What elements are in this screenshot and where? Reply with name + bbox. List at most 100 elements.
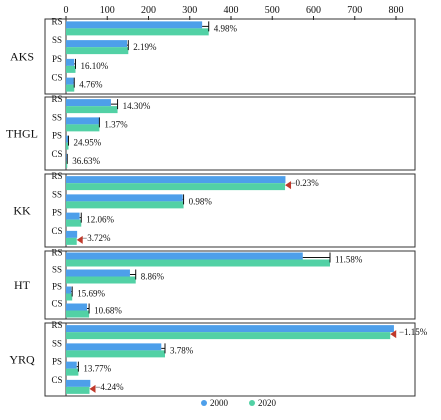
change-label: 11.58% bbox=[335, 255, 363, 265]
category-label: CS bbox=[51, 73, 62, 83]
category-label: PS bbox=[52, 357, 62, 367]
bar-2000 bbox=[66, 153, 67, 161]
category-label: RS bbox=[51, 94, 62, 104]
bar-2000 bbox=[66, 325, 394, 333]
change-label: 24.95% bbox=[73, 138, 101, 148]
bar-2000 bbox=[66, 379, 91, 387]
bar-2000 bbox=[66, 21, 203, 29]
bar-2000 bbox=[66, 343, 162, 351]
change-label: 16.10% bbox=[80, 61, 108, 71]
category-label: SS bbox=[52, 112, 62, 122]
x-tick-label: 200 bbox=[141, 5, 156, 16]
change-label: 1.37% bbox=[104, 119, 128, 129]
bar-2000 bbox=[66, 303, 88, 311]
category-label: CS bbox=[51, 299, 62, 309]
change-marker-arrow bbox=[89, 384, 96, 393]
category-label: SS bbox=[52, 35, 62, 45]
x-tick-label: 500 bbox=[265, 5, 280, 16]
category-label: CS bbox=[51, 375, 62, 385]
bar-2020 bbox=[66, 237, 77, 245]
x-tick-label: 300 bbox=[182, 5, 197, 16]
bar-2020 bbox=[66, 276, 136, 284]
category-label: PS bbox=[52, 54, 62, 64]
panel-frame bbox=[44, 173, 416, 248]
bar-2020 bbox=[66, 350, 165, 358]
bar-2020 bbox=[66, 47, 129, 55]
bar-2000 bbox=[66, 117, 99, 125]
bar-2000 bbox=[66, 176, 286, 184]
category-label: RS bbox=[51, 320, 62, 330]
bar-2020 bbox=[66, 65, 76, 73]
change-marker-arrow bbox=[285, 181, 292, 190]
bar-2000 bbox=[66, 269, 130, 277]
change-label: −3.72% bbox=[82, 233, 111, 243]
category-label: PS bbox=[52, 131, 62, 141]
bar-2020 bbox=[66, 332, 391, 340]
bar-2020 bbox=[66, 310, 90, 318]
bar-2020 bbox=[66, 84, 75, 92]
panel-frame bbox=[44, 96, 416, 171]
bar-2020 bbox=[66, 219, 82, 227]
bar-2020 bbox=[66, 293, 73, 301]
change-label: 3.78% bbox=[170, 345, 194, 355]
bar-2020 bbox=[66, 201, 184, 209]
bar-2020 bbox=[66, 124, 100, 132]
change-label: 14.30% bbox=[123, 101, 151, 111]
change-label: 12.06% bbox=[86, 215, 114, 225]
category-label: CS bbox=[51, 149, 62, 159]
change-label: −1.15% bbox=[399, 327, 428, 337]
group-label: KK bbox=[13, 204, 31, 218]
legend-swatch bbox=[249, 400, 255, 406]
bar-2020 bbox=[66, 160, 68, 168]
bar-2000 bbox=[66, 135, 69, 143]
change-label: 0.98% bbox=[189, 196, 213, 206]
bar-2020 bbox=[66, 142, 69, 150]
x-tick-label: 800 bbox=[389, 5, 404, 16]
change-label: 15.69% bbox=[77, 289, 105, 299]
panel-frame bbox=[44, 322, 416, 397]
change-marker-arrow bbox=[76, 235, 83, 244]
bar-2000 bbox=[66, 99, 111, 107]
x-tick-label: 100 bbox=[100, 5, 115, 16]
bar-2000 bbox=[66, 252, 303, 260]
bar-2020 bbox=[66, 183, 286, 191]
category-label: RS bbox=[51, 16, 62, 26]
change-label: 2.19% bbox=[133, 42, 157, 52]
change-label: 36.63% bbox=[72, 156, 100, 166]
group-label: YRQ bbox=[9, 353, 35, 367]
bar-2000 bbox=[66, 212, 80, 220]
bar-2020 bbox=[66, 28, 209, 36]
legend-label: 2000 bbox=[210, 398, 229, 408]
change-label: 8.86% bbox=[141, 272, 165, 282]
category-label: SS bbox=[52, 265, 62, 275]
panel-frame bbox=[44, 18, 416, 95]
bar-2020 bbox=[66, 259, 330, 267]
bar-2000 bbox=[66, 58, 75, 66]
category-label: PS bbox=[52, 282, 62, 292]
legend-label: 2020 bbox=[258, 398, 277, 408]
x-tick-label: 700 bbox=[347, 5, 362, 16]
group-label: THGL bbox=[6, 127, 38, 141]
change-label: −0.23% bbox=[290, 178, 319, 188]
x-tick-label: 400 bbox=[224, 5, 239, 16]
bar-2020 bbox=[66, 386, 90, 394]
bar-2000 bbox=[66, 40, 128, 48]
category-label: PS bbox=[52, 208, 62, 218]
x-tick-label: 0 bbox=[64, 5, 69, 16]
category-label: SS bbox=[52, 338, 62, 348]
change-label: 4.76% bbox=[79, 80, 103, 90]
legend-swatch bbox=[201, 400, 207, 406]
category-label: RS bbox=[51, 248, 62, 258]
group-label: HT bbox=[14, 278, 31, 292]
change-label: 4.98% bbox=[214, 23, 238, 33]
bar-2000 bbox=[66, 77, 74, 85]
bar-2000 bbox=[66, 230, 78, 238]
category-label: SS bbox=[52, 189, 62, 199]
x-tick-label: 600 bbox=[306, 5, 321, 16]
bar-2020 bbox=[66, 106, 118, 114]
change-label: 10.68% bbox=[94, 306, 122, 316]
change-marker-arrow bbox=[390, 330, 397, 339]
change-label: −4.24% bbox=[95, 382, 124, 392]
